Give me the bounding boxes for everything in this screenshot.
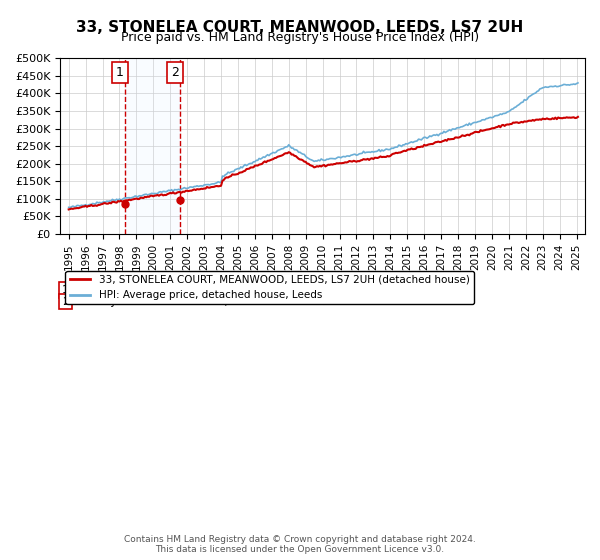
Text: 1: 1 (116, 66, 124, 79)
Legend: 33, STONELEA COURT, MEANWOOD, LEEDS, LS7 2UH (detached house), HPI: Average pric: 33, STONELEA COURT, MEANWOOD, LEEDS, LS7… (65, 271, 474, 305)
Text: 2: 2 (62, 297, 69, 307)
Text: 30-JUL-2001            £98,000            25% ↓ HPI: 30-JUL-2001 £98,000 25% ↓ HPI (86, 297, 351, 307)
Text: Price paid vs. HM Land Registry's House Price Index (HPI): Price paid vs. HM Land Registry's House … (121, 31, 479, 44)
Text: 33, STONELEA COURT, MEANWOOD, LEEDS, LS7 2UH: 33, STONELEA COURT, MEANWOOD, LEEDS, LS7… (76, 20, 524, 35)
Text: 1: 1 (62, 285, 69, 295)
Bar (125, 58, 180, 234)
Text: 29-APR-1998            £84,950            9% ↓ HPI: 29-APR-1998 £84,950 9% ↓ HPI (86, 285, 348, 295)
Text: Contains HM Land Registry data © Crown copyright and database right 2024.
This d: Contains HM Land Registry data © Crown c… (124, 535, 476, 554)
Text: 2: 2 (171, 66, 179, 79)
